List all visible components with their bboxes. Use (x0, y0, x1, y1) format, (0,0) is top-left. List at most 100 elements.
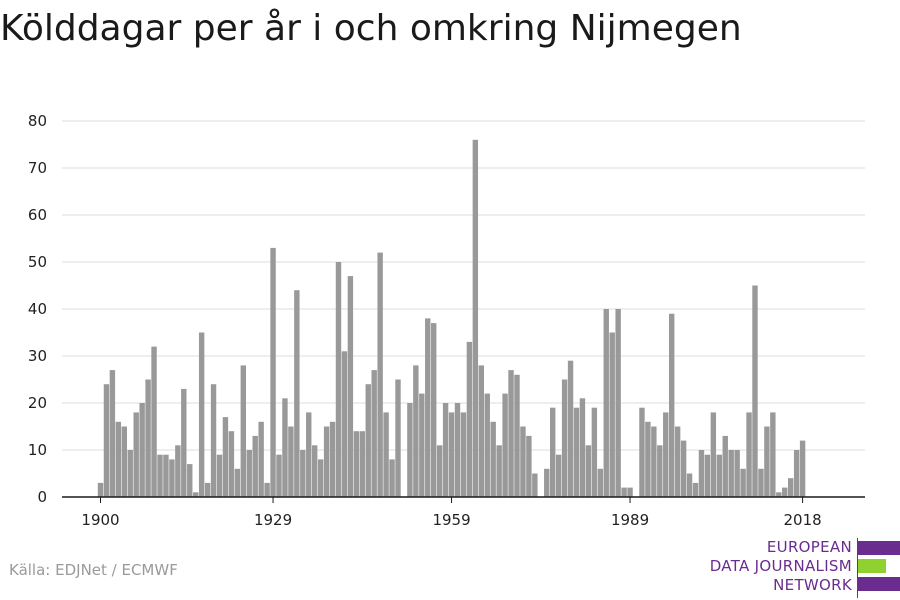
bar-1989[interactable] (627, 487, 633, 497)
bar-1961[interactable] (460, 412, 467, 497)
bar-1949[interactable] (389, 459, 395, 497)
bar-2000[interactable] (692, 482, 699, 497)
bar-1948[interactable] (383, 412, 389, 497)
bar-1940[interactable] (335, 262, 342, 497)
bar-2013[interactable] (770, 412, 776, 497)
bar-1944[interactable] (359, 431, 365, 497)
bar-2001[interactable] (698, 450, 705, 497)
bar-1957[interactable] (436, 445, 443, 497)
bar-1929[interactable] (270, 247, 276, 497)
bar-1981[interactable] (579, 398, 586, 497)
bar-1976[interactable] (550, 407, 556, 497)
bar-1937[interactable] (317, 459, 324, 497)
bar-1905[interactable] (127, 450, 133, 497)
bar-1952[interactable] (407, 403, 413, 497)
bar-1918[interactable] (204, 482, 211, 497)
bar-1919[interactable] (210, 384, 217, 497)
bar-1982[interactable] (585, 445, 592, 497)
bar-1973[interactable] (532, 473, 538, 498)
bar-1923[interactable] (234, 468, 241, 497)
bar-1946[interactable] (371, 370, 377, 497)
bar-1960[interactable] (454, 403, 461, 497)
bar-1943[interactable] (353, 431, 360, 497)
bar-1928[interactable] (264, 482, 270, 497)
bar-1988[interactable] (621, 487, 627, 497)
bar-2011[interactable] (758, 468, 764, 497)
bar-2015[interactable] (782, 487, 788, 497)
bar-1908[interactable] (145, 379, 151, 498)
bar-1986[interactable] (609, 332, 615, 498)
bar-1984[interactable] (597, 468, 603, 497)
bar-1971[interactable] (520, 426, 526, 498)
bar-1922[interactable] (228, 431, 235, 497)
bar-1941[interactable] (341, 351, 348, 497)
bar-1917[interactable] (198, 332, 205, 498)
bar-1914[interactable] (181, 388, 187, 497)
bar-2005[interactable] (722, 435, 728, 497)
bar-2003[interactable] (710, 412, 717, 497)
bar-1909[interactable] (151, 346, 157, 497)
bar-1942[interactable] (347, 276, 354, 497)
bar-1968[interactable] (502, 393, 508, 497)
bar-1996[interactable] (669, 313, 675, 497)
bar-1920[interactable] (216, 454, 223, 497)
bar-1966[interactable] (490, 421, 496, 497)
bar-2006[interactable] (728, 450, 734, 497)
bar-1934[interactable] (300, 450, 306, 497)
bar-1994[interactable] (657, 445, 663, 497)
bar-2009[interactable] (746, 412, 752, 497)
bar-1963[interactable] (472, 139, 479, 498)
bar-1956[interactable] (431, 323, 437, 497)
bar-1979[interactable] (567, 360, 574, 497)
bar-1992[interactable] (645, 421, 651, 497)
bar-1965[interactable] (484, 393, 490, 497)
bar-1907[interactable] (139, 403, 145, 497)
bar-1927[interactable] (258, 421, 264, 497)
bar-2017[interactable] (793, 450, 800, 497)
bar-1967[interactable] (496, 445, 502, 497)
bar-1998[interactable] (680, 440, 687, 497)
bar-1902[interactable] (109, 370, 116, 497)
bar-1964[interactable] (478, 365, 484, 497)
bar-1962[interactable] (466, 341, 473, 497)
bar-2007[interactable] (734, 450, 740, 497)
bar-1980[interactable] (573, 407, 580, 497)
bar-1997[interactable] (674, 426, 681, 498)
bar-2004[interactable] (716, 454, 722, 497)
bar-1930[interactable] (276, 454, 282, 497)
bar-1950[interactable] (395, 379, 401, 498)
bar-1977[interactable] (555, 454, 562, 497)
bar-2010[interactable] (752, 285, 758, 498)
bar-1939[interactable] (329, 421, 336, 497)
bar-1906[interactable] (133, 412, 139, 497)
bar-2018[interactable] (799, 440, 806, 497)
bar-1945[interactable] (365, 384, 371, 497)
edjnet-logo[interactable]: EUROPEAN DATA JOURNALISM NETWORK (700, 538, 900, 598)
bar-1915[interactable] (187, 464, 193, 497)
bar-1910[interactable] (157, 454, 163, 497)
bar-1935[interactable] (306, 412, 312, 497)
bar-2016[interactable] (788, 478, 794, 497)
bar-1931[interactable] (282, 398, 288, 497)
bar-1938[interactable] (323, 426, 330, 498)
bar-1995[interactable] (663, 412, 669, 497)
bar-1924[interactable] (240, 365, 246, 497)
bar-1987[interactable] (615, 309, 621, 497)
bar-1921[interactable] (222, 417, 229, 497)
bar-1978[interactable] (561, 379, 568, 498)
bar-1970[interactable] (514, 374, 520, 497)
bar-1900[interactable] (97, 482, 104, 497)
bar-1991[interactable] (639, 407, 645, 497)
bar-1953[interactable] (413, 365, 419, 497)
bar-2012[interactable] (764, 426, 770, 498)
bar-1912[interactable] (169, 459, 175, 497)
bar-1933[interactable] (294, 290, 300, 497)
bar-1913[interactable] (175, 445, 181, 497)
bar-1911[interactable] (163, 454, 169, 497)
bar-1972[interactable] (526, 435, 532, 497)
bar-1959[interactable] (448, 412, 455, 497)
bar-1999[interactable] (686, 473, 693, 498)
bar-1983[interactable] (591, 407, 598, 497)
bar-1975[interactable] (544, 468, 550, 497)
bar-1936[interactable] (312, 445, 318, 497)
